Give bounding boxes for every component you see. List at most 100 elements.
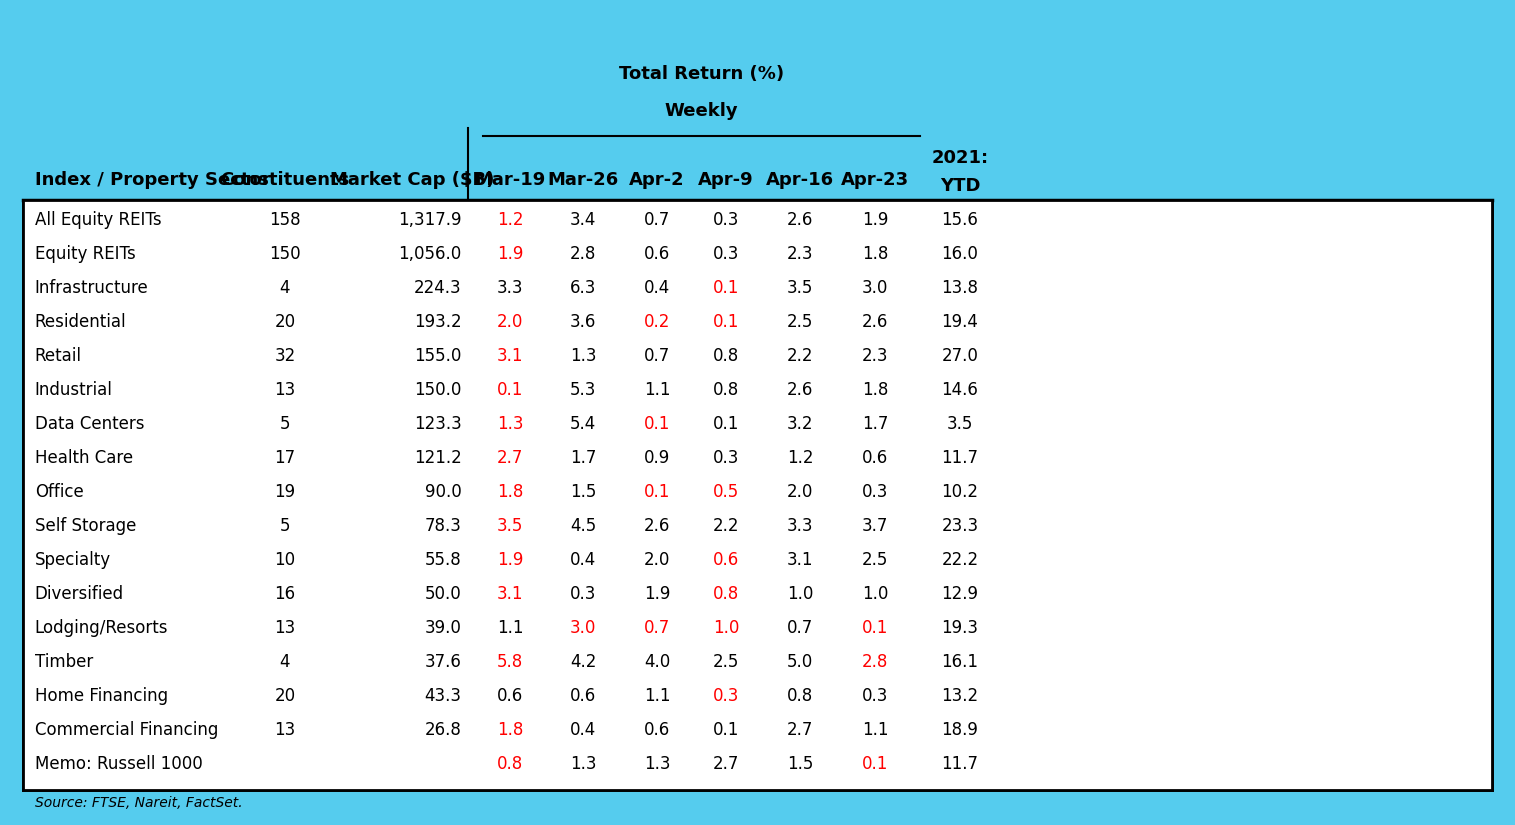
Text: 0.6: 0.6 bbox=[644, 721, 670, 739]
Text: 0.3: 0.3 bbox=[862, 483, 888, 501]
Text: 0.1: 0.1 bbox=[714, 721, 739, 739]
Text: 2021:: 2021: bbox=[932, 149, 989, 167]
Text: 5.0: 5.0 bbox=[786, 653, 814, 671]
Text: Lodging/Resorts: Lodging/Resorts bbox=[35, 619, 168, 637]
Text: 1,317.9: 1,317.9 bbox=[398, 211, 462, 229]
Text: 16: 16 bbox=[274, 585, 295, 603]
Text: 37.6: 37.6 bbox=[424, 653, 462, 671]
Text: 3.2: 3.2 bbox=[786, 415, 814, 433]
Text: Retail: Retail bbox=[35, 347, 82, 365]
Text: 3.1: 3.1 bbox=[497, 347, 523, 365]
Text: 0.7: 0.7 bbox=[786, 619, 814, 637]
Text: 1.9: 1.9 bbox=[644, 585, 670, 603]
Text: 1.5: 1.5 bbox=[570, 483, 597, 501]
Text: 5: 5 bbox=[280, 517, 291, 535]
Text: 14.6: 14.6 bbox=[941, 381, 979, 399]
Text: 2.0: 2.0 bbox=[497, 313, 523, 331]
Text: 1.3: 1.3 bbox=[497, 415, 523, 433]
Text: 2.5: 2.5 bbox=[786, 313, 814, 331]
Text: 0.7: 0.7 bbox=[644, 211, 670, 229]
Text: 2.3: 2.3 bbox=[786, 245, 814, 263]
Text: 0.6: 0.6 bbox=[570, 687, 595, 705]
Text: 6.3: 6.3 bbox=[570, 279, 597, 297]
Text: Office: Office bbox=[35, 483, 83, 501]
Text: 155.0: 155.0 bbox=[414, 347, 462, 365]
Text: 2.7: 2.7 bbox=[497, 449, 523, 467]
Text: 19.4: 19.4 bbox=[941, 313, 979, 331]
Text: 123.3: 123.3 bbox=[414, 415, 462, 433]
Text: Commercial Financing: Commercial Financing bbox=[35, 721, 218, 739]
Text: 150.0: 150.0 bbox=[414, 381, 462, 399]
Text: 0.6: 0.6 bbox=[644, 245, 670, 263]
Text: All Equity REITs: All Equity REITs bbox=[35, 211, 162, 229]
Text: 0.3: 0.3 bbox=[714, 245, 739, 263]
Text: 2.6: 2.6 bbox=[644, 517, 670, 535]
Text: 1.9: 1.9 bbox=[497, 245, 523, 263]
Text: 2.5: 2.5 bbox=[862, 551, 888, 569]
Text: 1.5: 1.5 bbox=[786, 755, 814, 773]
Text: 0.8: 0.8 bbox=[714, 347, 739, 365]
Text: Equity REITs: Equity REITs bbox=[35, 245, 136, 263]
Text: 18.9: 18.9 bbox=[941, 721, 979, 739]
Text: Weekly: Weekly bbox=[665, 101, 738, 120]
Text: Health Care: Health Care bbox=[35, 449, 133, 467]
Text: 0.3: 0.3 bbox=[714, 211, 739, 229]
Text: 1.3: 1.3 bbox=[570, 755, 597, 773]
Text: Timber: Timber bbox=[35, 653, 92, 671]
Text: 0.7: 0.7 bbox=[644, 619, 670, 637]
Text: 13.8: 13.8 bbox=[941, 279, 979, 297]
Text: Infrastructure: Infrastructure bbox=[35, 279, 148, 297]
Text: 0.3: 0.3 bbox=[862, 687, 888, 705]
Text: 5: 5 bbox=[280, 415, 291, 433]
Text: 2.7: 2.7 bbox=[786, 721, 814, 739]
Text: 0.7: 0.7 bbox=[644, 347, 670, 365]
Text: 3.6: 3.6 bbox=[570, 313, 597, 331]
Text: 23.3: 23.3 bbox=[941, 517, 979, 535]
Text: Memo: Russell 1000: Memo: Russell 1000 bbox=[35, 755, 203, 773]
Text: 3.0: 3.0 bbox=[570, 619, 597, 637]
Text: 55.8: 55.8 bbox=[424, 551, 462, 569]
Text: 13.2: 13.2 bbox=[941, 687, 979, 705]
Text: Self Storage: Self Storage bbox=[35, 517, 136, 535]
Text: 0.5: 0.5 bbox=[714, 483, 739, 501]
Text: 2.0: 2.0 bbox=[644, 551, 670, 569]
Text: 1.8: 1.8 bbox=[497, 483, 523, 501]
Text: 1.0: 1.0 bbox=[786, 585, 814, 603]
Text: 4.2: 4.2 bbox=[570, 653, 597, 671]
Text: 193.2: 193.2 bbox=[414, 313, 462, 331]
Text: 5.4: 5.4 bbox=[570, 415, 595, 433]
Text: 3.0: 3.0 bbox=[862, 279, 888, 297]
Text: Diversified: Diversified bbox=[35, 585, 124, 603]
Text: Constituents: Constituents bbox=[220, 171, 350, 189]
Text: 2.6: 2.6 bbox=[786, 211, 814, 229]
Text: Data Centers: Data Centers bbox=[35, 415, 144, 433]
Text: 3.7: 3.7 bbox=[862, 517, 888, 535]
Text: 1.2: 1.2 bbox=[497, 211, 523, 229]
Text: 4.0: 4.0 bbox=[644, 653, 670, 671]
Text: 10: 10 bbox=[274, 551, 295, 569]
Text: 1.3: 1.3 bbox=[644, 755, 670, 773]
Text: 15.6: 15.6 bbox=[941, 211, 979, 229]
Text: 10.2: 10.2 bbox=[941, 483, 979, 501]
Text: Mar-26: Mar-26 bbox=[547, 171, 618, 189]
Text: 2.5: 2.5 bbox=[714, 653, 739, 671]
Text: 1.9: 1.9 bbox=[862, 211, 888, 229]
Text: 0.1: 0.1 bbox=[714, 415, 739, 433]
Text: 0.1: 0.1 bbox=[862, 619, 888, 637]
Text: 1.0: 1.0 bbox=[714, 619, 739, 637]
Text: 39.0: 39.0 bbox=[424, 619, 462, 637]
Text: 4: 4 bbox=[280, 279, 291, 297]
Text: 1.1: 1.1 bbox=[644, 687, 670, 705]
Text: 12.9: 12.9 bbox=[941, 585, 979, 603]
Text: Market Cap ($B): Market Cap ($B) bbox=[330, 171, 495, 189]
Text: 3.5: 3.5 bbox=[786, 279, 814, 297]
Text: 1.9: 1.9 bbox=[497, 551, 523, 569]
Text: 2.8: 2.8 bbox=[862, 653, 888, 671]
Text: 0.6: 0.6 bbox=[714, 551, 739, 569]
Text: 1.1: 1.1 bbox=[862, 721, 888, 739]
Text: 11.7: 11.7 bbox=[941, 755, 979, 773]
Text: 0.1: 0.1 bbox=[714, 279, 739, 297]
Text: 0.1: 0.1 bbox=[644, 415, 670, 433]
Text: 2.6: 2.6 bbox=[786, 381, 814, 399]
Text: 90.0: 90.0 bbox=[424, 483, 462, 501]
